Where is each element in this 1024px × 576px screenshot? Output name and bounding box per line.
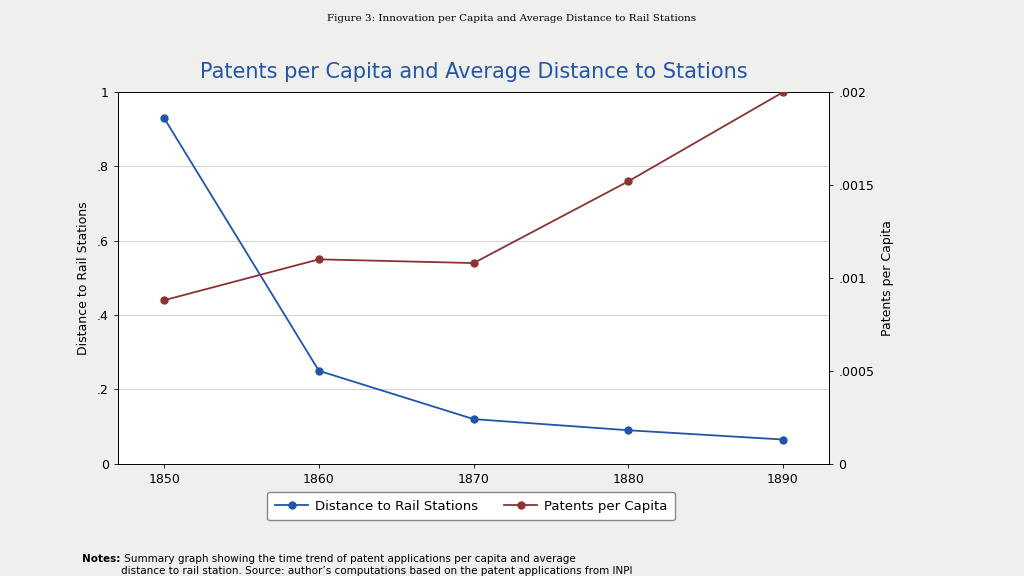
Distance to Rail Stations bbox=[468, 416, 480, 423]
Text: Summary graph showing the time trend of patent applications per capita and avera: Summary graph showing the time trend of … bbox=[121, 554, 633, 576]
X-axis label: Year: Year bbox=[459, 491, 488, 505]
Y-axis label: Patents per Capita: Patents per Capita bbox=[882, 220, 894, 336]
Distance to Rail Stations bbox=[623, 427, 635, 434]
Distance to Rail Stations bbox=[312, 367, 325, 374]
Patents per Capita bbox=[312, 256, 325, 263]
Patents per Capita bbox=[777, 89, 790, 96]
Title: Patents per Capita and Average Distance to Stations: Patents per Capita and Average Distance … bbox=[200, 62, 748, 82]
Patents per Capita bbox=[623, 178, 635, 185]
Distance to Rail Stations bbox=[158, 115, 170, 122]
Line: Distance to Rail Stations: Distance to Rail Stations bbox=[161, 115, 786, 443]
Text: Figure 3: Innovation per Capita and Average Distance to Rail Stations: Figure 3: Innovation per Capita and Aver… bbox=[328, 14, 696, 24]
Distance to Rail Stations bbox=[777, 436, 790, 443]
Patents per Capita bbox=[158, 297, 170, 304]
Legend: Distance to Rail Stations, Patents per Capita: Distance to Rail Stations, Patents per C… bbox=[267, 491, 675, 521]
Text: Notes:: Notes: bbox=[82, 554, 120, 564]
Line: Patents per Capita: Patents per Capita bbox=[161, 89, 786, 304]
Patents per Capita bbox=[468, 260, 480, 267]
Y-axis label: Distance to Rail Stations: Distance to Rail Stations bbox=[77, 201, 90, 355]
